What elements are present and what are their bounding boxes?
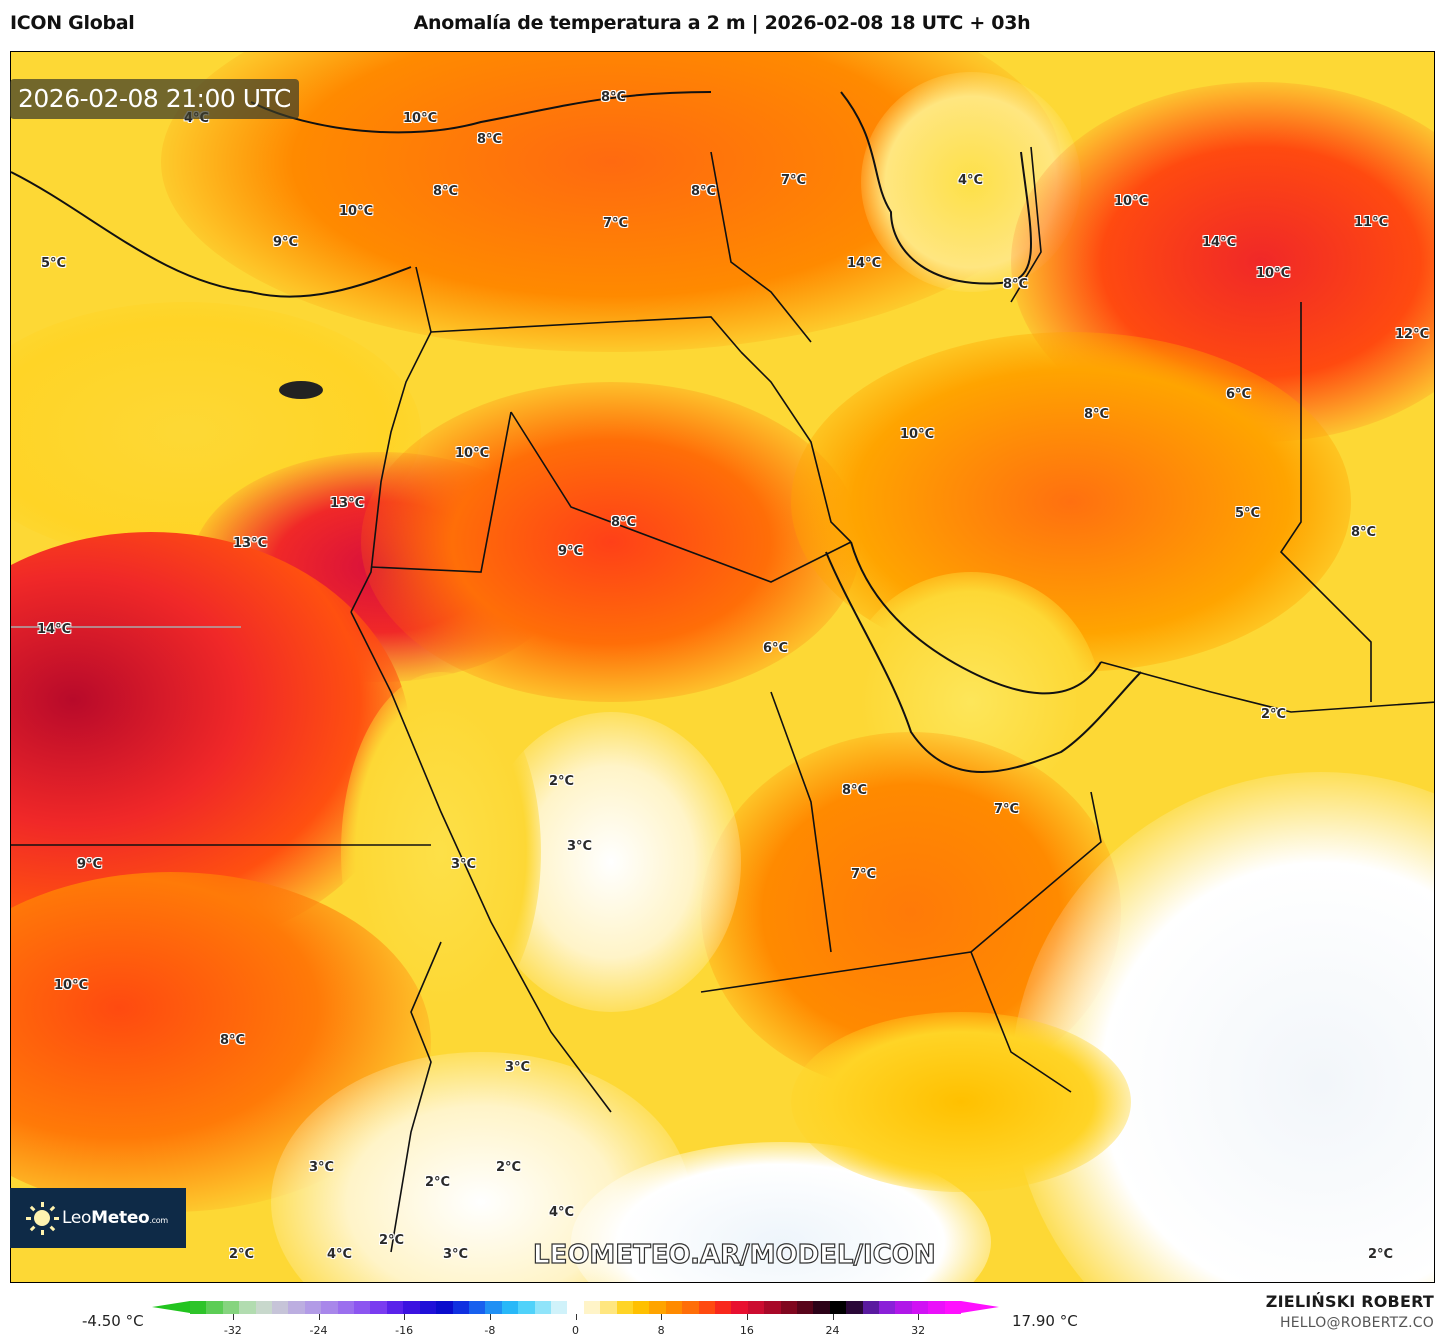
contour-label: 13°C [330,496,365,511]
field-syria-iraq [361,382,861,702]
field-yemen-warm [791,1012,1131,1192]
contour-label: 10°C [1114,194,1149,209]
contour-label: 7°C [781,173,807,188]
model-name: ICON Global [10,12,135,34]
logo-text: LeoMeteo.com [62,1208,168,1228]
contour-label: 11°C [1354,215,1389,230]
contour-label: 8°C [601,90,627,105]
country-borders [11,91,1434,1253]
map-title: Anomalía de temperatura a 2 m | 2026-02-… [413,12,1031,34]
colorbar-tick-label: 16 [739,1324,754,1337]
contour-label: 4°C [327,1247,353,1262]
colorbar-tick [232,1314,234,1320]
contour-label: 3°C [443,1247,469,1262]
colorbar-tick [489,1314,491,1320]
contour-label: 6°C [1226,387,1252,402]
contour-label: 3°C [505,1060,531,1075]
contour-labels: 4°C 10°C 8°C 8°C 8°C 10°C 9°C 5°C 7°C 8°C 7°C 4°C 10… [11,52,1434,1282]
contour-label: 8°C [477,132,503,147]
colorbar-tick-label: 24 [825,1324,840,1337]
colorbar-tick-label: -24 [309,1324,328,1337]
contour-label: 5°C [41,256,67,271]
contour-label: 10°C [900,427,935,442]
colorbar-tick [661,1314,663,1320]
contour-label: 2°C [496,1160,522,1175]
author-name: ZIELIŃSKI ROBERT [1265,1292,1434,1311]
contour-label: 3°C [451,857,477,872]
colorbar-tick [575,1314,577,1320]
contour-label: 7°C [603,216,629,231]
colorbar-tick [746,1314,748,1320]
contour-label: 7°C [851,867,877,882]
colorbar-tick [318,1314,320,1320]
contour-label: 2°C [425,1175,451,1190]
contour-label: 7°C [994,802,1020,817]
contour-label: 9°C [273,235,299,250]
contour-label: 8°C [691,184,717,199]
author-email[interactable]: HELLO@ROBERTZ.CO [1280,1315,1434,1331]
contour-label: 14°C [847,256,882,271]
colorbar-max-label: 17.90 °C [1012,1312,1078,1330]
watermark-url: LEOMETEO.AR/MODEL/ICON [532,1239,936,1270]
colorbar-tick [832,1314,834,1320]
contour-label: 9°C [77,857,103,872]
valid-time-badge: 2026-02-08 21:00 UTC [10,79,299,119]
contour-label: 3°C [567,839,593,854]
colorbar-extend-low [152,1301,190,1313]
colorbar-tick [404,1314,406,1320]
contour-label: 10°C [339,204,374,219]
colorbar-tick-label: -8 [484,1324,496,1337]
contour-label: 10°C [54,978,89,993]
colorbar-extend-high [961,1301,999,1313]
colorbar [152,1301,1008,1314]
contour-label: 3°C [309,1160,335,1175]
colorbar-tick [918,1314,920,1320]
contour-label: 8°C [220,1033,246,1048]
contour-label: 2°C [1368,1247,1394,1262]
contour-label: 2°C [379,1233,405,1248]
colorbar-tick-label: 0 [572,1324,579,1337]
contour-label: 6°C [763,641,789,656]
contour-label: 4°C [549,1205,575,1220]
colorbar-tick-label: -16 [395,1324,414,1337]
contour-label: 8°C [611,515,637,530]
contour-label: 2°C [229,1247,255,1262]
contour-label: 8°C [1351,525,1377,540]
contour-label: 14°C [1202,235,1237,250]
contour-label: 13°C [233,536,268,551]
colorbar-min-label: -4.50 °C [82,1312,144,1330]
sun-icon [25,1201,59,1235]
colorbar-tick-label: 32 [911,1324,926,1337]
colorbar-tick-label: 8 [657,1324,665,1337]
contour-label: 8°C [433,184,459,199]
contour-label: 8°C [1084,407,1110,422]
contour-label: 2°C [549,774,575,789]
contour-label: 8°C [1003,277,1029,292]
contour-label: 9°C [558,544,584,559]
contour-label: 10°C [455,446,490,461]
contour-label: 14°C [37,622,72,637]
contour-label: 5°C [1235,506,1261,521]
contour-label: 10°C [1256,266,1291,281]
contour-label: 10°C [403,111,438,126]
contour-label: 12°C [1395,327,1430,342]
colorbar-tick-label: -32 [223,1324,242,1337]
contour-label: 2°C [1261,707,1287,722]
temperature-anomaly-map[interactable]: 4°C 10°C 8°C 8°C 8°C 10°C 9°C 5°C 7°C 8°C 7°C 4°C 10… [10,51,1435,1283]
contour-label: 8°C [842,783,868,798]
leometeo-logo[interactable]: LeoMeteo.com [10,1188,186,1248]
contour-label: 4°C [958,173,984,188]
colorbar-gradient [190,1301,962,1314]
